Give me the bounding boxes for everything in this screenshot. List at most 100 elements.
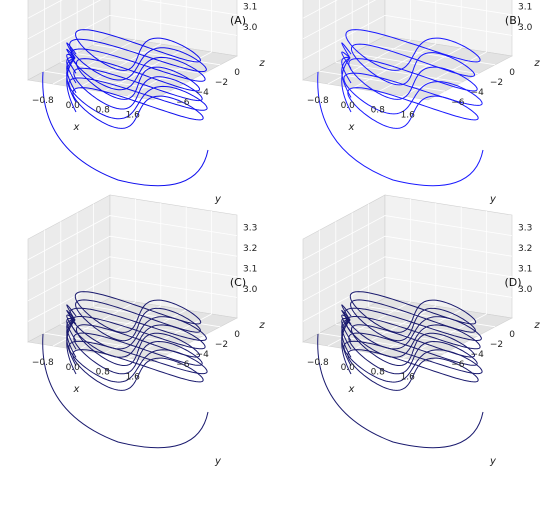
trajectory-line	[341, 57, 352, 84]
x-axis-label: x	[348, 122, 355, 133]
gridline	[302, 235, 513, 281]
x-tick-label: 0.8	[371, 368, 386, 378]
y-axis-label: y	[214, 456, 222, 467]
z-tick-label: 3.0	[243, 23, 258, 33]
gridline	[319, 332, 445, 354]
trajectory-line	[76, 324, 200, 366]
z-tick-label: 3.3	[518, 223, 532, 233]
y-tick-label: −6	[176, 360, 190, 370]
y-tick-label: −2	[490, 78, 503, 88]
gridline	[302, 14, 513, 60]
trajectory-line	[66, 310, 77, 325]
y-tick-label: 0	[509, 330, 515, 340]
gridline	[44, 70, 170, 92]
x-tick-label: 0.8	[96, 106, 111, 116]
trajectory-line	[66, 42, 77, 59]
gridline	[302, 0, 338, 19]
trajectory-line	[341, 57, 352, 98]
gridline	[27, 14, 238, 60]
gridline	[27, 215, 238, 260]
trajectory-line	[66, 48, 77, 64]
z-tick-label: 3.2	[518, 244, 532, 254]
y-tick-label: −4	[196, 350, 210, 360]
gridline	[302, 0, 513, 40]
trajectory-line	[341, 51, 352, 69]
z-tick-label: 3.2	[243, 244, 257, 254]
trajectory-line	[66, 314, 77, 333]
y-axis-label: y	[489, 456, 497, 467]
y-tick-label: −6	[451, 98, 465, 108]
gridline	[27, 256, 238, 302]
x-tick-label: −0.8	[307, 358, 329, 368]
x-tick-label: −0.8	[307, 96, 329, 106]
panel-c: −0.8 0.0 0.8 1.6 x 0 −2 −4 −6 y 3.0 3.1 3.2 3.3 z (C)	[27, 194, 265, 467]
z-axis-label: z	[258, 320, 265, 331]
x-tick-label: −0.8	[32, 358, 54, 368]
pane-back	[109, 194, 238, 319]
trajectory-line	[349, 291, 477, 333]
trajectory-line	[345, 29, 481, 71]
y-tick-label: −2	[490, 340, 503, 350]
trajectory-line	[348, 58, 478, 100]
x-tick-label: 1.6	[401, 110, 416, 120]
trajectory-line	[341, 310, 352, 325]
trajectory-line	[350, 299, 476, 342]
z-tick-label: 3.1	[243, 3, 257, 13]
panel-label: (B)	[505, 14, 521, 27]
gridline	[27, 235, 238, 281]
x-tick-label: 1.6	[126, 372, 141, 382]
gridline	[352, 43, 436, 89]
trajectory-line	[70, 316, 206, 358]
trajectory-line	[66, 319, 77, 366]
z-tick-label: 3.1	[243, 265, 257, 275]
z-tick-label: 3.0	[518, 23, 533, 33]
x-tick-label: 0.8	[371, 106, 386, 116]
z-axis-label: z	[258, 58, 265, 69]
pane-back	[384, 194, 513, 319]
y-tick-label: −4	[196, 88, 210, 98]
trajectory-line	[66, 304, 77, 321]
x-axis-label: x	[73, 384, 80, 395]
y-tick-label: −2	[215, 78, 228, 88]
x-tick-label: 0.0	[66, 363, 81, 373]
trajectory-line	[341, 42, 352, 59]
trajectory-line	[73, 332, 203, 375]
z-tick-label: 3.1	[518, 3, 532, 13]
x-axis-label: x	[73, 122, 80, 133]
trajectory-line	[317, 333, 484, 449]
trajectory-line	[341, 319, 352, 366]
z-axis-label: z	[533, 58, 540, 69]
z-tick-label: 3.0	[243, 285, 258, 295]
y-tick-label: −6	[451, 360, 465, 370]
trajectory-line	[73, 67, 203, 110]
gridline	[335, 62, 462, 83]
z-tick-label: 3.0	[518, 285, 533, 295]
trajectory-line	[351, 324, 475, 366]
trajectory-line	[66, 319, 77, 375]
gridline	[302, 215, 513, 260]
trajectory-line	[69, 38, 207, 81]
trajectory-line	[341, 319, 352, 375]
x-tick-label: 0.0	[66, 101, 81, 111]
trajectory-line	[42, 333, 209, 449]
trajectory-line	[66, 53, 77, 74]
y-tick-label: 0	[509, 68, 515, 78]
trajectory-line	[348, 332, 478, 375]
trajectory-line	[68, 77, 208, 120]
panel-d: −0.8 0.0 0.8 1.6 x 0 −2 −4 −6 y 3.0 3.1 3.2 3.3 z (D)	[302, 194, 540, 467]
panel-label: (A)	[230, 14, 246, 27]
x-tick-label: −0.8	[32, 96, 54, 106]
x-tick-label: 0.0	[341, 101, 356, 111]
trajectory-line	[343, 72, 483, 115]
panel-b: −0.80.00.81.6x0−2−4−6y3.03.13.23.3z(B)	[302, 0, 540, 205]
trajectory-line	[66, 57, 77, 113]
gridline	[27, 276, 238, 322]
y-tick-label: −4	[471, 350, 485, 360]
y-tick-label: −6	[176, 98, 190, 108]
gridline	[319, 70, 445, 92]
trajectory-line	[72, 87, 204, 129]
panel-label: (D)	[504, 276, 521, 289]
trajectory-line	[317, 71, 484, 187]
trajectory-line	[42, 71, 209, 187]
